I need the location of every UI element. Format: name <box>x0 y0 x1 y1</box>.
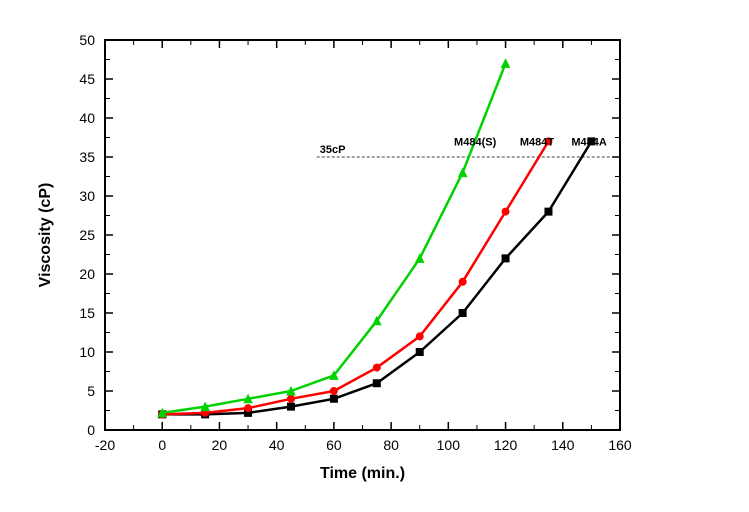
x-tick-label: 0 <box>158 437 166 453</box>
series-marker <box>330 388 337 395</box>
y-tick-label: 5 <box>87 383 95 399</box>
series-marker <box>416 254 424 262</box>
y-tick-label: 35 <box>79 149 95 165</box>
series-marker <box>459 169 467 177</box>
x-axis-title: Time (min.) <box>320 465 405 482</box>
y-tick-label: 30 <box>79 188 95 204</box>
series-marker <box>287 403 294 410</box>
series-marker <box>545 208 552 215</box>
series-line-M484A <box>162 141 591 414</box>
x-tick-label: 20 <box>212 437 228 453</box>
y-tick-label: 45 <box>79 71 95 87</box>
x-tick-label: 160 <box>608 437 632 453</box>
y-tick-label: 10 <box>79 344 95 360</box>
series-marker <box>287 395 294 402</box>
chart-svg: -200204060801001201401600510152025303540… <box>0 0 749 512</box>
reference-line-label: 35cP <box>320 144 346 156</box>
y-tick-label: 15 <box>79 305 95 321</box>
series-label: M484(S) <box>454 136 497 148</box>
series-marker <box>373 380 380 387</box>
y-tick-label: 40 <box>79 110 95 126</box>
series-marker <box>373 364 380 371</box>
x-tick-label: 100 <box>437 437 461 453</box>
series-marker <box>416 333 423 340</box>
y-tick-label: 0 <box>87 422 95 438</box>
series-label: M484T <box>520 136 555 148</box>
y-tick-label: 50 <box>79 32 95 48</box>
y-tick-label: 25 <box>79 227 95 243</box>
series-label: M484A <box>571 136 607 148</box>
y-tick-label: 20 <box>79 266 95 282</box>
series-marker <box>502 208 509 215</box>
x-tick-label: 80 <box>383 437 399 453</box>
series-marker <box>502 59 510 67</box>
series-marker <box>502 255 509 262</box>
series-marker <box>245 405 252 412</box>
x-tick-label: 140 <box>551 437 575 453</box>
chart-container: -200204060801001201401600510152025303540… <box>0 0 749 512</box>
series-marker <box>459 310 466 317</box>
plot-border <box>105 40 620 430</box>
series-marker <box>459 278 466 285</box>
series-marker <box>416 349 423 356</box>
x-tick-label: 40 <box>269 437 285 453</box>
series-line-M484(S) <box>162 63 505 412</box>
x-tick-label: -20 <box>95 437 115 453</box>
series-marker <box>330 395 337 402</box>
y-axis-title: Viscosity (cP) <box>37 183 54 288</box>
x-tick-label: 60 <box>326 437 342 453</box>
x-tick-label: 120 <box>494 437 518 453</box>
